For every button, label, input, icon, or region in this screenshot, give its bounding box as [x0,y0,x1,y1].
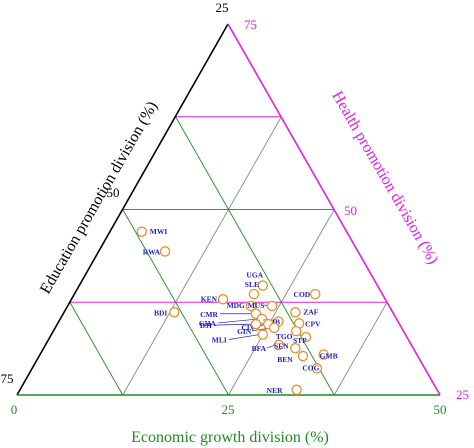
point-marker [291,384,302,396]
point-label: MUS [248,301,265,310]
edu-tick-75: 75 [1,371,14,386]
economic-gridline-2 [122,209,229,396]
economic-axis-label: Economic growth division (%) [131,429,329,446]
data-points: MWIRWAUGASLECODKENMDGMUSBDIZAFCMRGHAZMBC… [136,226,338,396]
leader-line-mli [228,334,260,340]
point-label: ZAF [303,307,318,316]
point-bfa: BFA [252,339,285,353]
econ-tick-25: 25 [222,402,235,417]
point-uga: UGA [246,271,269,291]
point-sle: SLE [245,280,260,300]
econ-tick-0: 0 [11,402,18,417]
point-marker [290,307,301,318]
point-rwa: RWA [143,246,171,257]
point-label: RWA [143,247,161,256]
point-label: MWI [150,227,168,236]
health-tick-75: 75 [244,17,257,32]
leader-line-gha [217,318,259,324]
triangle-frame [16,23,441,396]
point-marker [268,322,280,334]
point-marker [217,294,229,305]
education-gridline-3 [333,302,388,396]
point-marker [257,329,269,340]
point-ner: NER [267,384,302,396]
point-marker [250,318,262,330]
education-axis-edge [16,23,229,396]
point-label: BFA [252,344,267,353]
health-axis-edge [227,23,441,396]
point-label: TGO [276,332,293,341]
point-label: GIN [237,327,252,336]
point-marker [300,331,312,343]
point-marker [309,288,321,300]
point-label: COD [294,290,311,299]
point-mli: MLI [212,329,269,345]
point-gmb: GMB [318,349,338,361]
point-marker [290,325,302,337]
point-label: SLE [245,280,259,289]
point-label: BEN [277,355,293,364]
point-stp: STP [293,331,312,345]
point-ken: KEN [201,294,229,305]
point-label: CIV [241,323,255,332]
point-label: SEN [274,341,289,350]
point-label: GHA [199,319,217,328]
point-label: COG [302,363,319,372]
econ-tick-50: 50 [434,402,447,417]
point-zaf: ZAF [290,307,319,318]
point-label: MLI [212,336,227,345]
point-marker [248,288,260,300]
grid-lines [69,116,388,396]
point-mdg: MDG [227,300,257,312]
point-tgo: TGO [276,325,302,341]
point-marker [257,280,269,291]
point-label: BDI [154,308,167,317]
point-label: CPV [305,319,321,328]
point-bdi: BDI [154,307,180,318]
point-marker [290,343,301,354]
point-marker [159,246,171,257]
health-tick-50: 50 [344,203,357,218]
economic-gridline-1 [69,302,124,396]
point-label: DJI [200,321,212,330]
point-label: MDG [227,301,245,310]
health-axis-label: Health promotion division (%) [328,88,441,267]
edu-tick-25: 25 [216,0,229,15]
edu-tick-50: 50 [107,185,120,200]
point-marker [266,300,278,312]
point-label: KEN [201,294,218,303]
education-gridline-1 [122,116,282,396]
health-tick-25: 25 [456,387,469,402]
point-label: UGA [246,271,263,280]
point-ben: BEN [277,350,309,364]
point-sen: SEN [274,341,301,354]
point-dji: DJI [200,318,262,330]
education-axis-label: Education promotion division (%) [37,99,161,297]
point-marker [169,307,180,318]
point-gin: GIN [237,322,280,336]
point-label: CMR [200,310,218,319]
point-mus: MUS [248,300,278,312]
point-label: NER [267,386,283,395]
point-label: GMB [320,352,338,361]
leader-line-dji [213,323,254,326]
point-marker [311,363,323,374]
point-marker [318,349,329,360]
point-mwi: MWI [136,226,168,238]
point-cod: COD [294,288,321,300]
point-marker [245,300,257,312]
point-marker [273,339,285,351]
point-marker [136,226,148,238]
point-cog: COG [302,363,323,374]
point-label: STP [293,336,307,345]
point-marker [297,350,309,362]
economic-gridline-3 [175,116,335,396]
